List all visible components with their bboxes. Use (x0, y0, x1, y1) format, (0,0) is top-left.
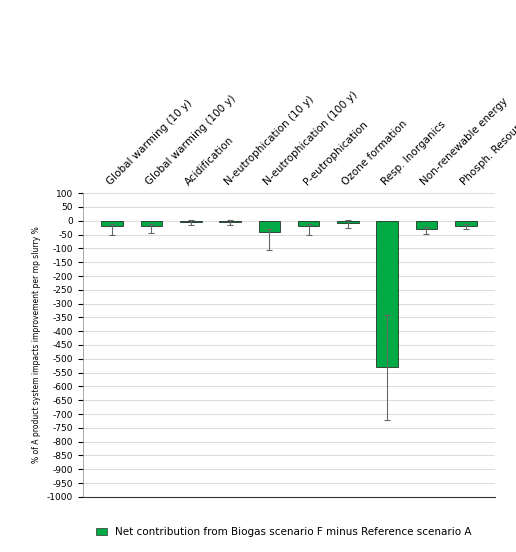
Bar (298, 221, 319, 226)
Bar (219, 221, 241, 222)
Bar (259, 221, 280, 232)
Bar (337, 221, 359, 223)
Bar (455, 221, 477, 226)
Bar (376, 221, 398, 367)
Bar (416, 221, 437, 229)
Legend: Net contribution from Biogas scenario F minus Reference scenario A: Net contribution from Biogas scenario F … (92, 523, 476, 542)
Bar (141, 221, 162, 226)
Bar (101, 221, 123, 226)
Bar (180, 221, 202, 222)
Y-axis label: % of A product system impacts improvement per mp slurry %: % of A product system impacts improvemen… (32, 227, 41, 463)
